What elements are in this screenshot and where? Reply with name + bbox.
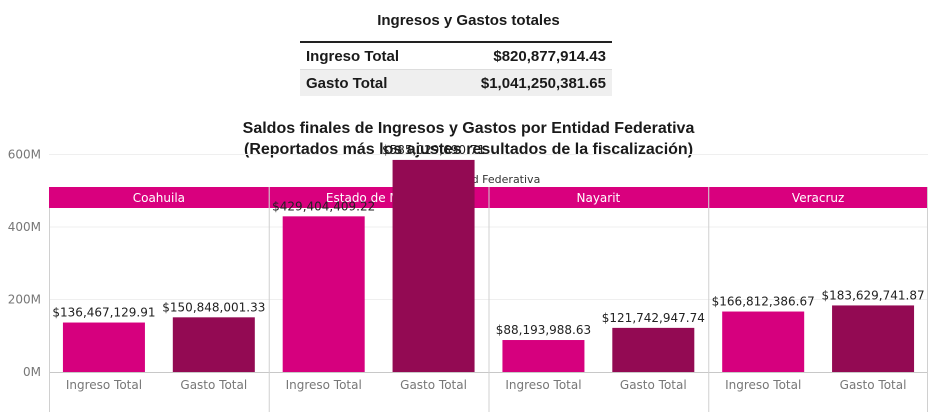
data-label: $150,848,001.33 (162, 300, 265, 314)
x-tick-label: Ingreso Total (286, 378, 362, 392)
summary-table: Ingreso Total $820,877,914.43 Gasto Tota… (300, 41, 612, 96)
data-label: $183,629,741.87 (822, 288, 925, 302)
x-tick-label: Gasto Total (400, 378, 467, 392)
bar-ingreso (722, 311, 805, 372)
bar-ingreso (282, 216, 365, 372)
facet-header (708, 187, 928, 208)
bar-gasto (172, 317, 255, 372)
facet-header (49, 187, 269, 208)
summary-row-label: Gasto Total (306, 74, 388, 92)
data-label: $166,812,386.67 (712, 295, 815, 309)
facet-header (488, 187, 709, 208)
x-tick-label: Ingreso Total (66, 378, 142, 392)
y-tick-label: 600M (8, 148, 41, 162)
data-label: $136,467,129.91 (52, 306, 155, 320)
summary-title: Ingresos y Gastos totales (377, 12, 560, 29)
bar-gasto (392, 159, 475, 372)
data-label: $88,193,988.63 (496, 323, 591, 337)
summary-row-value: $1,041,250,381.65 (480, 74, 606, 92)
y-tick-label: 200M (8, 293, 41, 307)
facet-header-label: Veracruz (792, 191, 844, 205)
summary-row-value: $820,877,914.43 (493, 47, 606, 65)
chart-title: Saldos finales de Ingresos y Gastos por … (0, 118, 937, 160)
data-label: $121,742,947.74 (602, 311, 705, 325)
bar-ingreso (502, 340, 585, 372)
x-tick-label: Gasto Total (180, 378, 247, 392)
bar-ingreso (62, 322, 145, 372)
x-tick-label: Ingreso Total (725, 378, 801, 392)
chart-title-line1: Saldos finales de Ingresos y Gastos por … (242, 120, 695, 137)
facet-header-label: Coahuila (133, 191, 185, 205)
data-label: $429,404,409.22 (272, 199, 375, 213)
summary-row-label: Ingreso Total (306, 47, 400, 65)
summary-row-gasto: Gasto Total $1,041,250,381.65 (300, 69, 612, 96)
data-label: $585,029,690.71 (382, 143, 485, 157)
x-tick-label: Gasto Total (620, 378, 687, 392)
chart-title-line2: (Reportados más los ajustes resultados d… (243, 141, 694, 158)
x-tick-label: Ingreso Total (505, 378, 581, 392)
x-tick-label: Gasto Total (840, 378, 907, 392)
y-tick-label: 400M (8, 220, 41, 234)
facet-header-label: Nayarit (576, 191, 620, 205)
bar-gasto (832, 305, 915, 372)
y-tick-label: 0M (23, 365, 41, 379)
bar-gasto (612, 327, 695, 372)
summary-row-ingreso: Ingreso Total $820,877,914.43 (300, 41, 612, 69)
